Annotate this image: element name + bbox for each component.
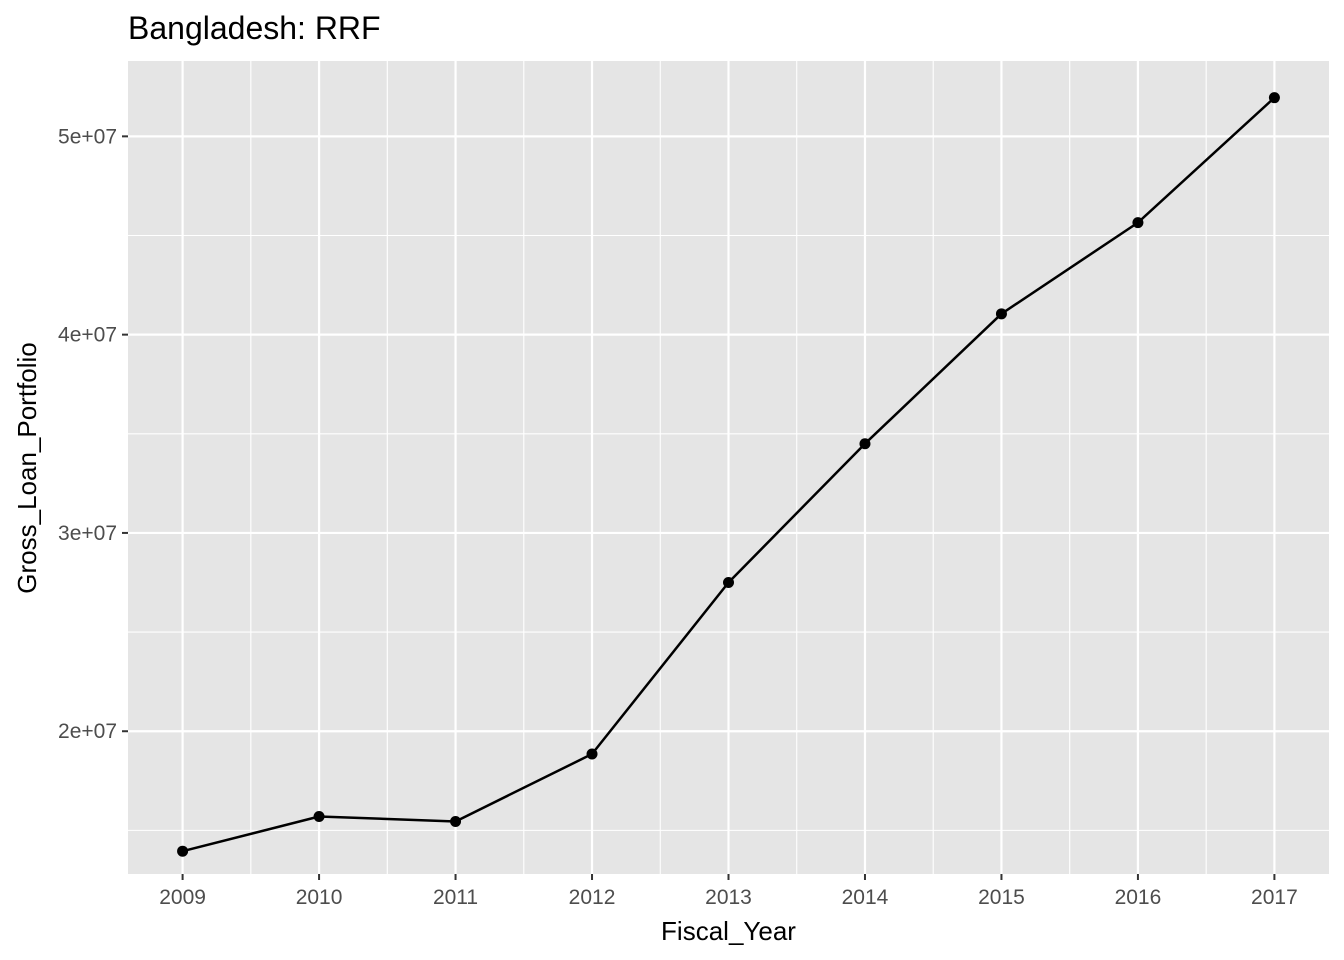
x-axis-title: Fiscal_Year — [661, 916, 796, 946]
data-point — [450, 815, 462, 827]
data-point — [1132, 217, 1144, 229]
data-point — [1268, 92, 1280, 104]
x-tick-label: 2011 — [433, 886, 478, 909]
x-tick-label: 2012 — [569, 886, 616, 909]
data-point — [723, 577, 734, 589]
data-point — [859, 438, 871, 450]
y-axis-title: Gross_Loan_Portfolio — [12, 342, 42, 593]
data-point — [586, 748, 598, 760]
x-tick-label: 2015 — [978, 886, 1025, 909]
data-point — [995, 308, 1007, 320]
y-tick-label: 3e+07 — [58, 522, 117, 545]
x-tick-label: 2009 — [159, 886, 206, 909]
y-axis: 2e+07 3e+07 4e+07 5e+07 — [58, 125, 128, 743]
y-tick-label: 2e+07 — [58, 720, 117, 743]
series-layer — [177, 92, 1280, 857]
y-tick-label: 5e+07 — [58, 125, 117, 148]
x-tick-label: 2014 — [842, 886, 889, 909]
x-tick-label: 2013 — [705, 886, 752, 909]
x-tick-label: 2017 — [1251, 886, 1298, 909]
x-tick-label: 2016 — [1115, 886, 1162, 909]
major-gridlines — [128, 61, 1329, 874]
data-point — [177, 845, 189, 857]
chart-title: Bangladesh: RRF — [128, 10, 381, 46]
data-point — [313, 810, 325, 822]
y-tick-label: 4e+07 — [58, 324, 117, 347]
x-tick-label: 2010 — [296, 886, 343, 909]
x-axis: 2009 2010 2011 2012 2013 2014 2015 2016 2017 — [159, 874, 1298, 909]
